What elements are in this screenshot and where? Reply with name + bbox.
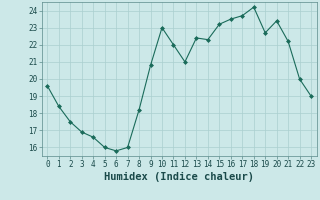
X-axis label: Humidex (Indice chaleur): Humidex (Indice chaleur) — [104, 172, 254, 182]
